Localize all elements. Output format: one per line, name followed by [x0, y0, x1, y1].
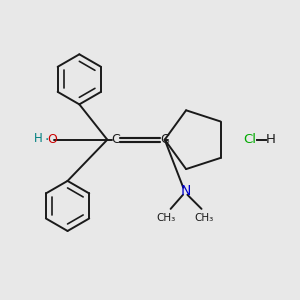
Text: ·: · — [44, 133, 49, 147]
Text: O: O — [47, 133, 57, 146]
Text: N: N — [180, 184, 190, 198]
Text: H: H — [266, 133, 276, 146]
Text: CH₃: CH₃ — [157, 213, 176, 223]
Text: CH₃: CH₃ — [195, 213, 214, 223]
Text: Cl: Cl — [244, 133, 256, 146]
Text: C: C — [111, 133, 120, 146]
Text: C: C — [160, 133, 169, 146]
Text: H: H — [34, 132, 43, 145]
